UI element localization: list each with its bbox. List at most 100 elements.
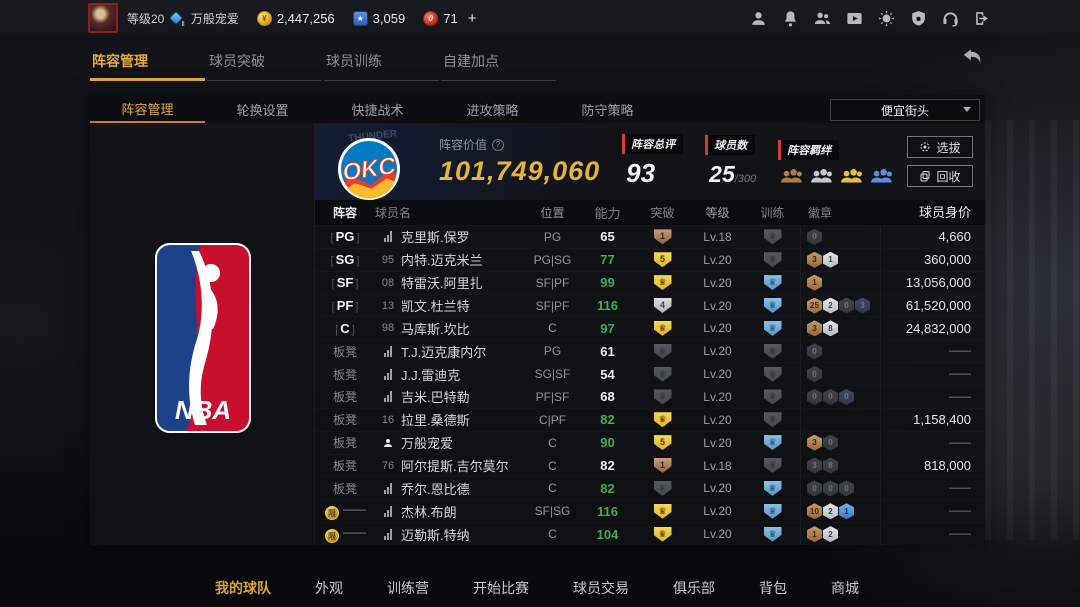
grade-gem-sub: Ⅱ	[181, 21, 185, 28]
profile-icon[interactable]	[749, 9, 768, 28]
badge-hex: 0	[807, 366, 822, 383]
player-ability: 82	[600, 458, 615, 474]
main-tab-阵容管理[interactable]: 阵容管理	[90, 45, 205, 81]
training-cell: ♛	[745, 480, 800, 496]
bond-gold-icon[interactable]	[840, 168, 864, 184]
player-count-label: 球员数	[705, 135, 756, 155]
player-value: ——	[880, 363, 985, 386]
notifications-icon[interactable]	[781, 9, 800, 28]
avatar[interactable]	[88, 3, 118, 33]
sub-tab-轮换设置[interactable]: 轮换设置	[236, 102, 289, 118]
slot-cell: [C]	[335, 320, 355, 336]
table-row[interactable]: 限 —— 杰林.布朗 SF|SG 116 ♛ Lv.20 ♛ 10 2 1 ——	[315, 499, 985, 523]
column-header-位置: 位置	[540, 206, 565, 220]
table-row[interactable]: 板凳 T.J.迈克康内尔 PG 61 ♛ Lv.20 ♛ 0 ——	[315, 339, 985, 363]
player-position: C	[548, 321, 557, 336]
training-cell: ♛	[745, 435, 800, 451]
slot-cell: 板凳	[332, 436, 357, 451]
main-tab-球员训练[interactable]: 球员训练	[324, 45, 439, 81]
bottom-nav-我的球队[interactable]: 我的球队	[215, 580, 271, 596]
team-header: THUNDER OKC 阵容价值 ?	[315, 123, 985, 200]
support-icon[interactable]	[941, 9, 960, 28]
player-value: ——	[880, 386, 985, 408]
friends-icon[interactable]	[813, 9, 832, 28]
bond-silver-icon[interactable]	[810, 168, 834, 184]
lineup-dropdown[interactable]: 便宜街头	[830, 99, 980, 121]
red-coupon-icon: 0	[423, 10, 439, 26]
bottom-nav-外观[interactable]: 外观	[315, 580, 343, 596]
table-row[interactable]: [PG] 克里斯.保罗 PG 65 1 Lv.18 ♛ 0 4,660	[315, 225, 985, 248]
bottom-nav-球员交易[interactable]: 球员交易	[573, 580, 629, 596]
jersey-number: 98	[381, 322, 395, 335]
svg-text:NBA: NBA	[175, 395, 231, 425]
table-row[interactable]: [SF] 08 特雷沃.阿里扎 SF|PF 99 ♛ Lv.20 ♛ 1 13,…	[315, 271, 985, 294]
badge-hex: 25	[807, 297, 822, 314]
badge-hex: 8	[823, 320, 838, 337]
player-position: PG	[543, 229, 562, 244]
main-tab-自建加点[interactable]: 自建加点	[441, 45, 556, 81]
recycle-button[interactable]: 回收	[907, 165, 973, 187]
bond-blue-icon[interactable]	[870, 168, 894, 184]
badge-hex: 1	[823, 251, 838, 268]
sub-tab-进攻策略[interactable]: 进攻策略	[466, 102, 519, 118]
training-cell: ♛	[745, 389, 800, 405]
back-icon[interactable]	[958, 44, 988, 70]
player-position: C	[548, 435, 557, 450]
player-ability: 104	[596, 526, 619, 542]
bottom-nav-背包[interactable]: 背包	[759, 580, 787, 596]
bottom-nav-训练营[interactable]: 训练营	[387, 580, 429, 596]
slot-cell: [SF]	[331, 275, 359, 291]
team-value: 101,749,060	[439, 156, 601, 186]
breakthrough-cell: ♛	[635, 366, 690, 382]
player-ability: 77	[600, 252, 615, 268]
slot-cell: 板凳	[332, 459, 357, 474]
settings-icon[interactable]	[877, 9, 896, 28]
badge-hex: 2	[823, 297, 838, 314]
main-tab-球员突破[interactable]: 球员突破	[207, 45, 322, 81]
player-value: ——	[880, 340, 985, 363]
table-row[interactable]: [PF] 13 凯文.杜兰特 SF|PF 116 4 Lv.20 ♛ 25 2 0 3…	[315, 294, 985, 317]
table-row[interactable]: 板凳 16 拉里.桑德斯 C|PF 82 ♛ Lv.20 ♛ 1,158,400	[315, 408, 985, 431]
player-type-cell	[375, 231, 401, 243]
player-ability: 61	[600, 343, 615, 359]
nba-logo-column: NBA	[90, 123, 314, 545]
username: 万般宠爱	[190, 11, 239, 26]
table-row[interactable]: 板凳 J.J.雷迪克 SG|SF 54 ♛ Lv.20 ♛ 0 ——	[315, 362, 985, 386]
sub-tab-快捷战术[interactable]: 快捷战术	[351, 102, 404, 118]
security-icon[interactable]	[909, 9, 928, 28]
logout-icon[interactable]	[973, 9, 992, 28]
breakthrough-cell: ♛	[635, 503, 690, 519]
bottom-nav-商城[interactable]: 商城	[831, 580, 859, 596]
slot-cell: 板凳	[332, 367, 357, 382]
currency-value: 2,447,256	[276, 10, 335, 26]
recycle-icon	[920, 171, 930, 182]
badge-hex: 0	[823, 388, 838, 405]
training-cell: ♛	[745, 458, 800, 474]
bottom-nav-俱乐部[interactable]: 俱乐部	[673, 580, 715, 596]
column-header-训练: 训练	[760, 206, 785, 220]
select-players-button[interactable]: 选拔	[907, 136, 973, 158]
add-currency-button[interactable]: +	[467, 9, 477, 27]
player-level-cell: Lv.20	[703, 298, 732, 313]
player-name: 乔尔.恩比德	[401, 481, 470, 497]
help-icon[interactable]: ?	[492, 138, 505, 151]
bond-bronze-icon[interactable]	[780, 168, 804, 184]
player-value: 13,056,000	[880, 271, 985, 294]
team-rating-block: 阵容总评 93	[622, 134, 684, 189]
breakthrough-cell: 1	[635, 458, 690, 474]
player-name: 内特.迈克米兰	[401, 253, 483, 269]
sub-tab-防守策略[interactable]: 防守策略	[581, 102, 634, 118]
sub-tab-阵容管理[interactable]: 阵容管理	[90, 95, 205, 123]
bottom-nav-开始比赛[interactable]: 开始比赛	[473, 580, 529, 596]
video-icon[interactable]	[845, 9, 864, 28]
slot-cell: 板凳	[332, 481, 357, 496]
